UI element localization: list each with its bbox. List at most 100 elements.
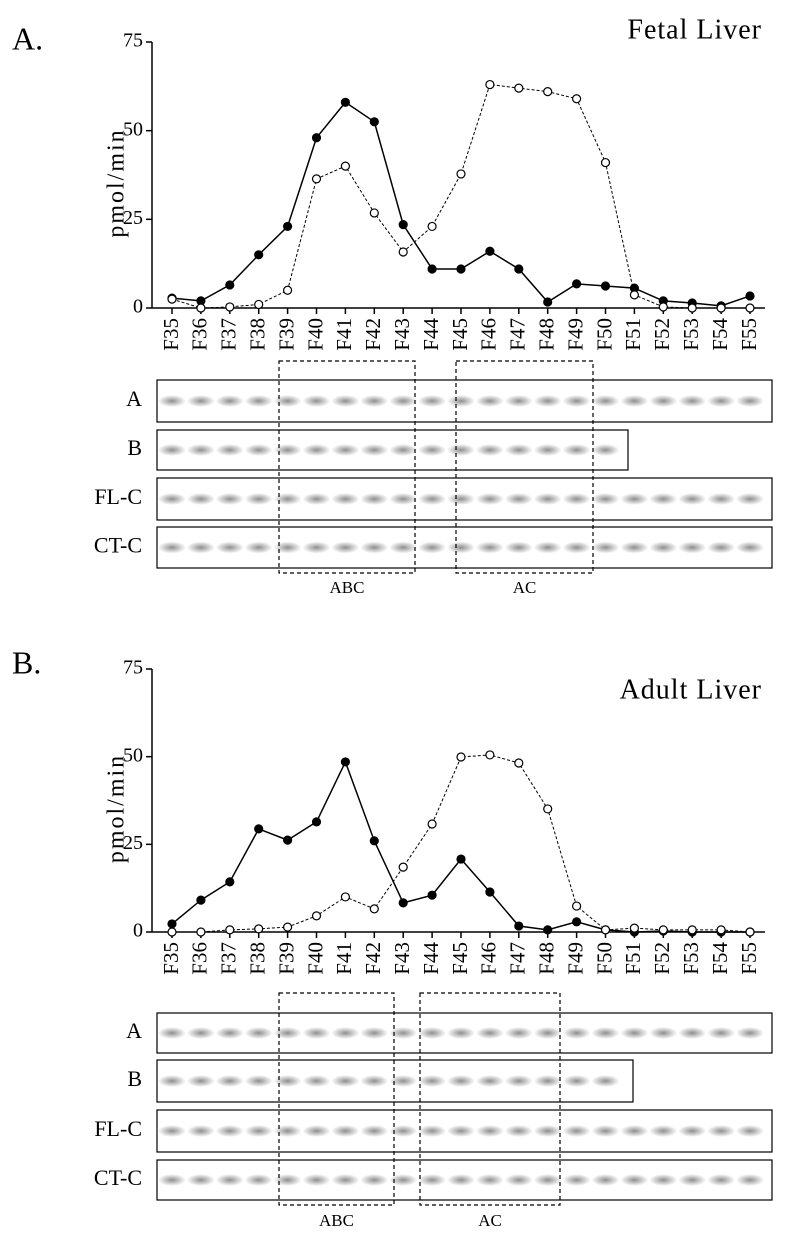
- x-tick-label: F48: [535, 318, 559, 351]
- blot-band: [678, 1027, 707, 1039]
- x-tick-label: F46: [477, 942, 501, 975]
- blot-band: [504, 1027, 533, 1039]
- x-tick-label: F45: [448, 318, 472, 351]
- blot-band: [302, 395, 331, 407]
- blot-band: [447, 444, 475, 456]
- blot-band: [475, 444, 504, 456]
- blot-band: [244, 1174, 273, 1186]
- blot-band: [418, 1075, 447, 1087]
- blot-band: [562, 1075, 591, 1087]
- blot-band: [302, 444, 331, 456]
- data-point: [658, 925, 668, 935]
- blot-band: [591, 1125, 620, 1137]
- x-tick-label: F53: [679, 318, 703, 351]
- data-point: [571, 94, 582, 104]
- blot-band: [533, 1174, 562, 1186]
- x-tick-label: F43: [390, 318, 414, 351]
- blot-band: [504, 1174, 533, 1186]
- data-point: [167, 919, 177, 929]
- blot-band: [533, 1027, 562, 1039]
- blot-band: [475, 1125, 504, 1137]
- blot-band: [389, 444, 418, 456]
- blot-band: [186, 1075, 215, 1087]
- blot-band: [389, 541, 418, 554]
- blot-band: [302, 1174, 331, 1186]
- blot-band: [591, 1075, 620, 1087]
- blot-band: [591, 395, 620, 407]
- x-tick-label: F50: [592, 318, 616, 351]
- blot-band: [244, 541, 273, 554]
- data-point: [600, 157, 611, 168]
- blot-band: [302, 541, 331, 554]
- x-tick-label: F39: [274, 318, 298, 351]
- y-tick-label: 50: [123, 744, 143, 766]
- blot-band: [591, 1174, 620, 1186]
- blot-band: [678, 395, 707, 407]
- blot-band: [504, 493, 533, 505]
- data-point: [543, 804, 553, 814]
- x-tick-label: F52: [650, 942, 674, 975]
- blot-band: [736, 493, 764, 505]
- blot-label: FL-C: [94, 484, 142, 509]
- blot-band: [273, 1125, 302, 1137]
- x-tick-label: F55: [737, 942, 761, 975]
- x-tick-label: F35: [159, 942, 183, 975]
- blot-band: [244, 493, 273, 505]
- data-point: [629, 923, 640, 933]
- data-point: [514, 921, 524, 931]
- x-tick-label: F46: [477, 318, 501, 351]
- blot-band: [158, 1125, 186, 1137]
- data-point: [283, 221, 293, 232]
- blot-label: B: [127, 1066, 142, 1091]
- x-tick-label: F41: [332, 318, 356, 351]
- blot-band: [533, 395, 562, 407]
- data-point: [514, 264, 524, 274]
- x-tick-label: F42: [361, 318, 385, 351]
- x-tick-label: F49: [563, 318, 587, 351]
- data-point: [283, 285, 293, 295]
- blot-band: [533, 1125, 562, 1137]
- data-point: [427, 890, 437, 900]
- x-tick-label: F44: [419, 318, 443, 351]
- blot-band: [447, 1125, 475, 1137]
- blot-band: [591, 444, 620, 456]
- data-point: [167, 294, 177, 304]
- blot-band: [533, 493, 562, 505]
- data-point: [687, 925, 697, 935]
- blot-band: [215, 444, 244, 456]
- blot-band: [158, 541, 186, 554]
- blot-band: [475, 395, 504, 407]
- data-point: [485, 750, 495, 760]
- data-point: [427, 819, 437, 829]
- blot-band: [447, 1075, 475, 1087]
- data-point: [283, 835, 293, 845]
- blot-band: [389, 1075, 418, 1087]
- blot-band: [302, 1075, 331, 1087]
- blot-band: [186, 444, 215, 456]
- blot-band: [707, 1027, 736, 1039]
- blot-band: [649, 395, 678, 407]
- x-tick-label: F44: [419, 942, 443, 975]
- blot-label: FL-C: [94, 1116, 142, 1141]
- x-tick-label: F35: [159, 318, 183, 351]
- blot-band: [678, 1174, 707, 1186]
- blot-band: [215, 1125, 244, 1137]
- blot-label: A: [126, 1018, 142, 1043]
- data-point: [225, 925, 235, 935]
- blot-band: [418, 541, 447, 554]
- blot-band: [678, 1125, 707, 1137]
- blot-band: [215, 541, 244, 554]
- blot-band: [273, 1075, 302, 1087]
- x-tick-label: F51: [621, 942, 645, 975]
- data-point: [283, 922, 293, 932]
- data-point: [571, 901, 582, 911]
- blot-band: [273, 541, 302, 554]
- data-point: [600, 281, 611, 291]
- box-label: AC: [478, 1211, 502, 1230]
- x-tick-label: F54: [708, 318, 732, 351]
- x-tick-label: F51: [621, 318, 645, 351]
- data-point: [196, 303, 206, 313]
- x-tick-label: F48: [535, 942, 559, 975]
- data-point: [311, 817, 322, 827]
- x-tick-label: F42: [361, 942, 385, 975]
